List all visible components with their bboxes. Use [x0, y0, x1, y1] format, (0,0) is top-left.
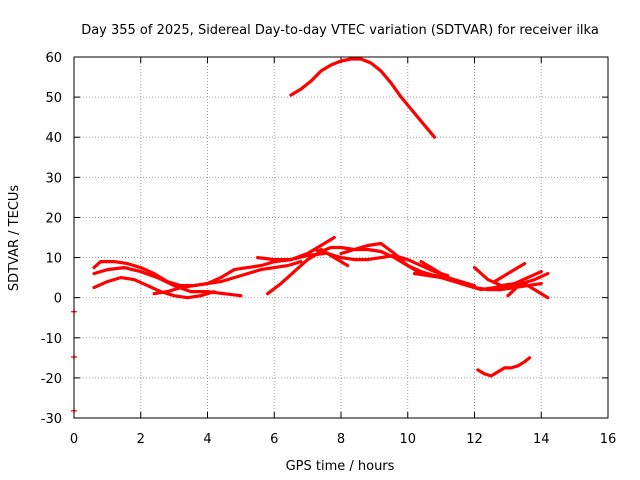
y-tick-label: -10	[41, 332, 62, 347]
x-tick-label: 4	[203, 432, 211, 447]
y-tick-label: -30	[41, 412, 62, 427]
y-tick-label: 0	[54, 292, 62, 307]
y-tick-label: 20	[45, 211, 62, 226]
x-tick-label: 2	[137, 432, 145, 447]
series-arc-k	[419, 260, 543, 292]
series-arc-d	[152, 260, 303, 296]
series-arc-g	[312, 247, 450, 278]
series-arc-l	[472, 266, 543, 288]
y-tick-label: 10	[45, 252, 62, 267]
series-arc-e	[266, 245, 477, 296]
series-arc-neg	[476, 356, 532, 378]
x-tick-label: 14	[533, 432, 550, 447]
y-tick-label: 60	[45, 51, 62, 66]
y-tick-labels: -30 -20 -10 0 10 20 30 40 50 60	[41, 51, 62, 427]
series-arc-h	[319, 247, 350, 268]
y-tick-label: 40	[45, 131, 62, 146]
y-tick-label: 50	[45, 91, 62, 106]
x-tick-label: 10	[399, 432, 416, 447]
grid	[74, 57, 608, 418]
x-tick-labels: 0 2 4 6 8 10 12 14 16	[70, 432, 616, 447]
series-arc-high	[289, 57, 437, 139]
chart-title: Day 355 of 2025, Sidereal Day-to-day VTE…	[81, 23, 599, 38]
y-tick-label: -20	[41, 372, 62, 387]
series-arc-n	[506, 280, 550, 300]
series-arc-c	[92, 276, 216, 300]
x-axis-label: GPS time / hours	[286, 459, 395, 474]
x-tick-label: 6	[270, 432, 278, 447]
series-arc-b	[92, 266, 243, 298]
series-arc-m	[492, 262, 527, 284]
y-axis-label: SDTVAR / TECUs	[7, 185, 22, 292]
plot-frame	[73, 56, 609, 419]
x-tick-label: 16	[600, 432, 617, 447]
data-layer	[71, 57, 550, 414]
y-tick-label: 30	[45, 171, 62, 186]
x-tick-label: 0	[70, 432, 78, 447]
x-tick-label: 8	[337, 432, 345, 447]
x-tick-label: 12	[466, 432, 483, 447]
series-arc-f	[256, 235, 336, 262]
